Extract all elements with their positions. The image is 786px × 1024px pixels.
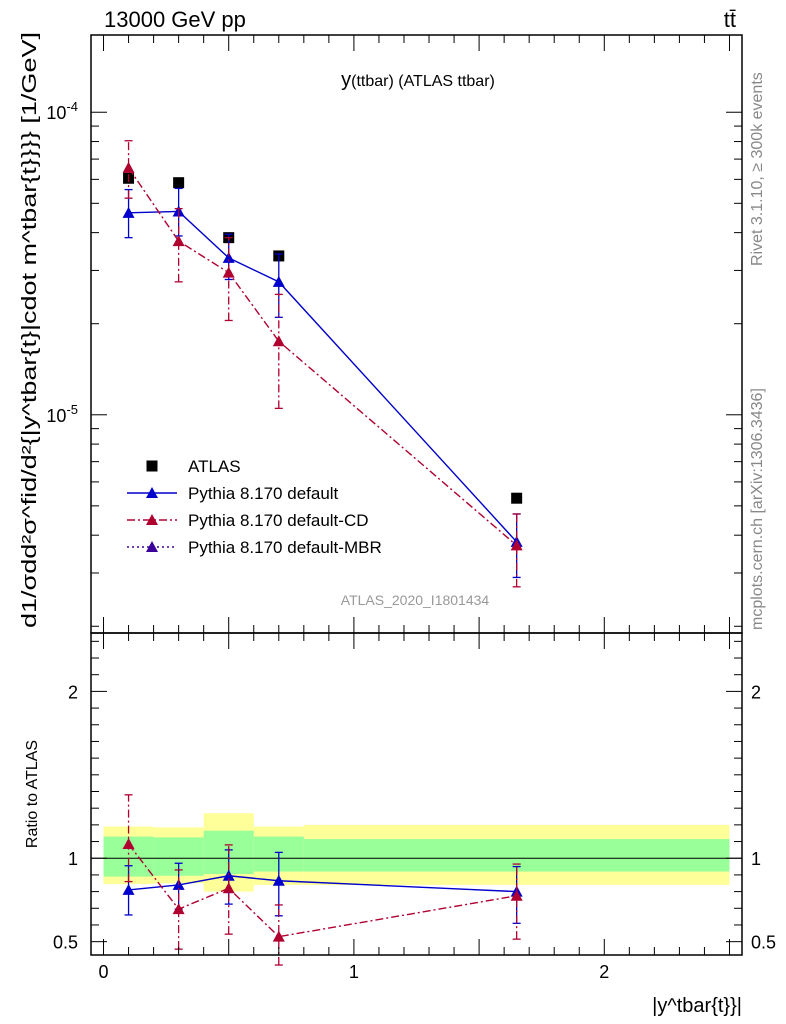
ratio-point: [272, 874, 285, 886]
main-y-tick-label: 10-4: [46, 99, 78, 123]
process-label: tt̄: [724, 7, 736, 32]
ratio-series-line: [128, 843, 517, 938]
main-x-ticks: [103, 35, 730, 633]
main-y-ticks: 10-5 10-4: [46, 99, 742, 627]
ratio-y-tick-label-right: 1: [751, 849, 761, 869]
data-point: [272, 335, 285, 347]
ratio-panel: 0.5 0.5 1 1 2 2 0 1 2 Ratio to ATLAS: [24, 632, 776, 982]
ratio-y-tick-label-left: 1: [68, 849, 78, 869]
ratio-y-ticks: 0.5 0.5 1 1 2 2: [53, 640, 776, 953]
data-point: [510, 539, 523, 551]
legend-label: ATLAS: [188, 457, 241, 476]
x-tick-label: 1: [349, 962, 359, 982]
data-point: [173, 177, 185, 189]
ratio-frame: [90, 632, 743, 956]
data-point: [511, 492, 523, 504]
legend-label: Pythia 8.170 default-MBR: [188, 538, 382, 557]
legend-marker: [146, 541, 158, 552]
ratio-marks: [122, 794, 523, 966]
ratio-point: [122, 838, 135, 850]
x-axis-label: |y^tbar{t}}|: [652, 995, 742, 1017]
main-y-axis-label: d1/σdd²σ^fid/d²{|y^tbar{t}|cdot m^tbar{t…: [19, 32, 41, 628]
ratio-y-tick-label-left: 0.5: [53, 933, 78, 953]
legend: ATLAS Pythia 8.170 default Pythia 8.170 de…: [127, 457, 382, 557]
data-point: [222, 266, 235, 278]
ratio-point: [172, 903, 185, 915]
x-tick-label: 2: [599, 962, 609, 982]
legend-marker: [146, 460, 158, 472]
ratio-point: [122, 883, 135, 895]
legend-label: Pythia 8.170 default: [188, 484, 339, 503]
data-point: [122, 161, 135, 173]
ratio-y-axis-label: Ratio to ATLAS: [24, 740, 41, 848]
ratio-point: [222, 869, 235, 881]
legend-marker: [146, 514, 158, 525]
watermark: ATLAS_2020_I1801434: [341, 592, 490, 608]
data-point: [272, 275, 285, 287]
data-point: [122, 206, 135, 218]
x-tick-label: 0: [99, 962, 109, 982]
legend-marker: [146, 487, 158, 498]
main-y-tick-label: 10-5: [46, 402, 78, 426]
ratio-y-tick-label-right: 0.5: [751, 933, 776, 953]
ratio-y-tick-label-left: 2: [68, 682, 78, 702]
legend-label: Pythia 8.170 default-CD: [188, 511, 369, 530]
main-title: y(ttbar) (ATLAS ttbar): [341, 69, 495, 91]
energy-label: 13000 GeV pp: [104, 7, 246, 32]
mcplots-label: mcplots.cern.ch [arXiv:1306.3436]: [749, 388, 766, 630]
data-point: [222, 251, 235, 263]
main-panel: 10-5 10-4 y(ttbar) (ATLAS ttbar) ATLAS_20…: [19, 32, 743, 634]
ratio-point: [222, 882, 235, 894]
data-point: [172, 235, 185, 247]
main-marks: [122, 140, 523, 588]
ratio-bands: [91, 813, 742, 892]
ratio-y-tick-label-right: 2: [751, 682, 761, 702]
main-title-sub: (ttbar) (ATLAS ttbar): [351, 73, 495, 90]
ratio-point: [510, 889, 523, 901]
ratio-point: [272, 930, 285, 942]
main-title-main: y: [341, 69, 351, 91]
ratio-x-ticks: 0 1 2: [99, 633, 730, 982]
rivet-label: Rivet 3.1.10, ≥ 300k events: [749, 72, 766, 266]
